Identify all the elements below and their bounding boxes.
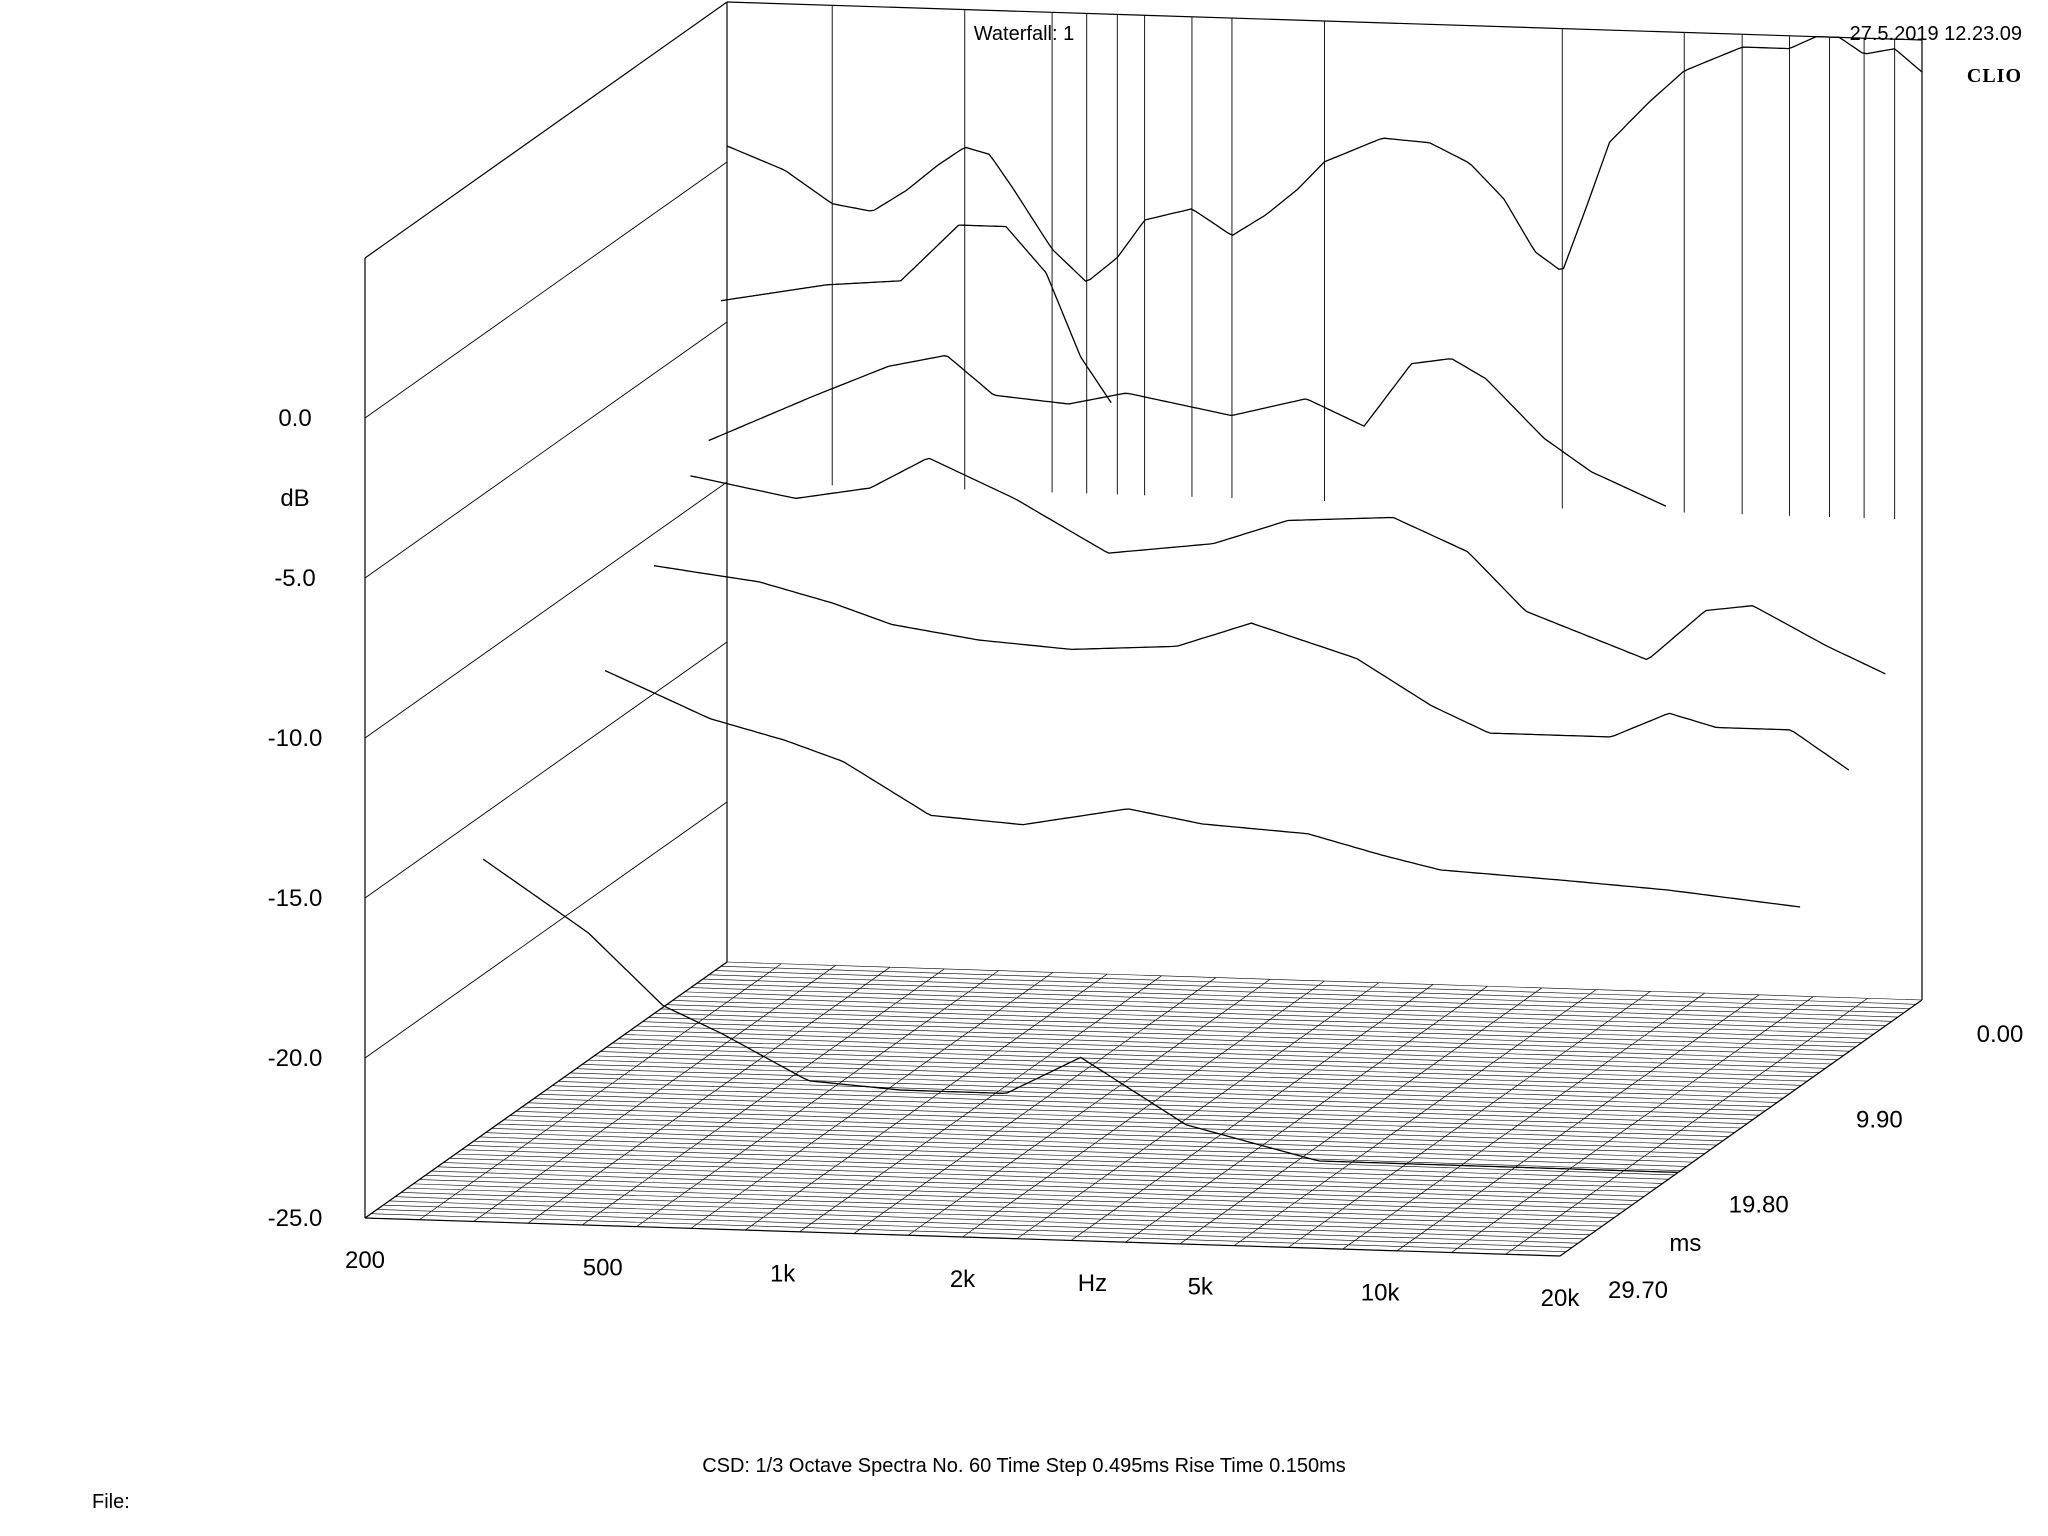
db-gridline	[364, 481, 728, 739]
floor-time-line	[678, 995, 1874, 1035]
floor-time-line	[425, 1175, 1621, 1214]
floor-time-line	[588, 1059, 1784, 1099]
x-tick-label: 200	[345, 1247, 385, 1274]
floor-time-line	[624, 1034, 1820, 1073]
decay-slice	[482, 858, 1679, 1174]
floor-time-line	[612, 1042, 1808, 1082]
floor-time-line	[364, 1217, 1561, 1257]
floor-time-line	[636, 1025, 1832, 1065]
floor-time-line	[594, 1055, 1790, 1095]
floor-time-line	[552, 1085, 1748, 1125]
floor-time-line	[383, 1204, 1579, 1244]
z-axis-label: ms	[1669, 1230, 1701, 1257]
floor-time-line	[666, 1004, 1862, 1043]
floor-time-line	[684, 991, 1880, 1031]
z-tick-label: 19.80	[1729, 1192, 1789, 1219]
floor-time-line	[509, 1115, 1705, 1154]
floor-time-line	[576, 1068, 1772, 1107]
measurement-settings: CSD: 1/3 Octave Spectra No. 60 Time Step…	[702, 1455, 1346, 1477]
floor-time-line	[389, 1200, 1585, 1240]
decay-slice	[726, 35, 1923, 282]
y-tick-label: -15.0	[268, 885, 323, 912]
decay-slice	[708, 355, 1667, 507]
floor-time-line	[606, 1047, 1802, 1086]
file-label: File:	[92, 1491, 130, 1513]
floor-time-line	[395, 1196, 1591, 1235]
floor-time-line	[696, 983, 1892, 1022]
floor-time-line	[479, 1136, 1675, 1176]
floor-time-line	[660, 1008, 1856, 1048]
decay-slice	[653, 565, 1850, 771]
floor-time-line	[618, 1038, 1814, 1078]
floor-time-line	[654, 1012, 1850, 1052]
z-tick-label: 9.90	[1856, 1106, 1903, 1133]
floor-time-line	[720, 965, 1916, 1005]
floor-time-line	[570, 1072, 1766, 1112]
floor-time-line	[726, 961, 1923, 1001]
floor-time-line	[449, 1157, 1645, 1197]
floor-time-line	[377, 1209, 1573, 1248]
y-axis-label: dB	[280, 485, 309, 512]
y-tick-label: 0.0	[278, 405, 311, 432]
x-tick-label: 2k	[950, 1266, 976, 1293]
floor-time-line	[515, 1111, 1711, 1150]
floor-time-line	[419, 1179, 1615, 1218]
x-tick-label: 5k	[1188, 1274, 1214, 1301]
floor-time-line	[491, 1128, 1687, 1167]
db-gridline	[364, 321, 728, 579]
floor-time-line	[455, 1153, 1651, 1193]
floor-time-line	[714, 970, 1910, 1009]
floor-time-line	[648, 1017, 1844, 1056]
decay-slice	[604, 670, 1801, 908]
floor-time-line	[461, 1149, 1657, 1189]
floor-time-line	[485, 1132, 1681, 1171]
floor-time-line	[533, 1098, 1729, 1137]
chart-title: Waterfall: 1	[973, 23, 1075, 45]
floor-time-line	[582, 1064, 1778, 1103]
floor-time-line	[558, 1081, 1754, 1120]
floor-time-line	[467, 1145, 1663, 1184]
z-tick-label: 0.00	[1977, 1021, 2024, 1048]
floor-time-line	[401, 1192, 1597, 1231]
db-gridline	[364, 161, 728, 419]
y-tick-label: -5.0	[274, 565, 315, 592]
floor-time-line	[539, 1093, 1735, 1133]
floor-time-line	[497, 1123, 1693, 1163]
x-tick-label: 10k	[1361, 1279, 1401, 1306]
brand-logo: CLIO	[1966, 65, 2022, 87]
y-tick-label: -25.0	[268, 1205, 323, 1232]
db-gridline	[364, 801, 728, 1059]
floor-time-line	[672, 1000, 1868, 1039]
floor-time-line	[642, 1021, 1838, 1061]
floor-time-line	[630, 1029, 1826, 1069]
floor-time-line	[545, 1089, 1742, 1129]
floor-time-line	[564, 1076, 1760, 1116]
floor-time-line	[443, 1162, 1639, 1201]
z-tick-label: 29.70	[1608, 1277, 1668, 1304]
floor-time-line	[600, 1051, 1796, 1090]
x-axis-label: Hz	[1078, 1270, 1107, 1297]
top-left-edge	[364, 1, 728, 259]
floor-time-line	[407, 1187, 1603, 1227]
floor-time-line	[413, 1183, 1609, 1223]
floor-time-line	[437, 1166, 1633, 1206]
floor-time-line	[431, 1170, 1627, 1210]
floor-time-line	[702, 978, 1898, 1018]
x-tick-label: 20k	[1541, 1285, 1581, 1312]
y-tick-label: -10.0	[268, 725, 323, 752]
y-tick-label: -20.0	[268, 1045, 323, 1072]
decay-slice	[690, 457, 1886, 675]
floor-time-line	[527, 1102, 1723, 1142]
floor-time-line	[371, 1213, 1567, 1253]
db-gridline	[364, 641, 728, 899]
x-tick-label: 1k	[770, 1260, 796, 1287]
floor-time-line	[521, 1106, 1717, 1146]
floor-time-line	[708, 974, 1904, 1014]
decay-slice	[720, 224, 1112, 404]
x-tick-label: 500	[583, 1255, 623, 1282]
floor-time-line	[473, 1140, 1669, 1180]
floor-time-line	[690, 987, 1886, 1026]
floor-time-line	[503, 1119, 1699, 1159]
